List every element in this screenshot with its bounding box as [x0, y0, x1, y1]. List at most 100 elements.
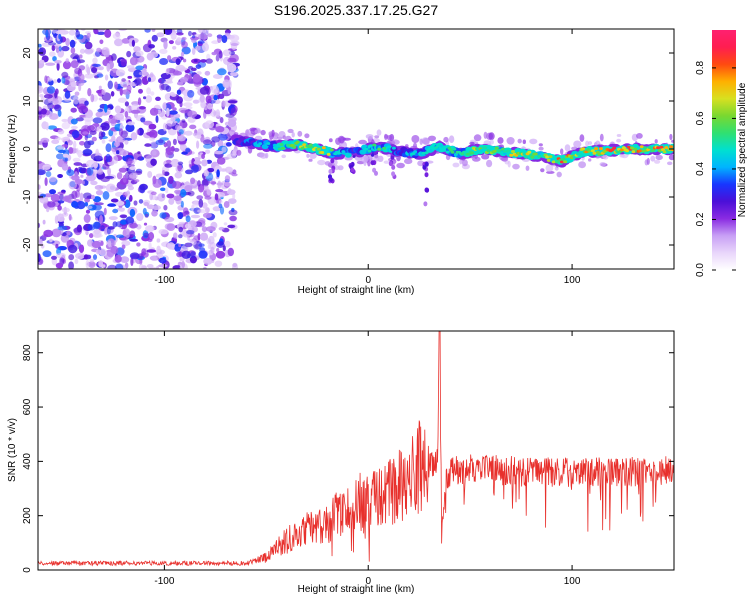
- y-tick-label: 0: [22, 146, 33, 152]
- spectrogram-xlabel: Height of straight line (km): [298, 285, 415, 296]
- noise-blob: [227, 100, 238, 104]
- noise-blob: [199, 94, 205, 103]
- noise-blob: [125, 216, 135, 225]
- noise-blob: [68, 254, 75, 261]
- noise-blob: [228, 198, 237, 205]
- noise-blob: [57, 191, 66, 195]
- noise-blob: [60, 137, 70, 142]
- noise-blob: [119, 214, 128, 218]
- ridge-halo: [268, 131, 273, 137]
- noise-blob: [180, 109, 190, 114]
- noise-blob: [61, 71, 69, 78]
- noise-blob: [187, 110, 198, 118]
- noise-blob: [86, 32, 91, 39]
- noise-blob: [174, 189, 182, 194]
- ridge-halo: [655, 154, 663, 161]
- noise-blob: [79, 48, 86, 54]
- noise-blob: [148, 44, 155, 49]
- ridge-halo: [328, 138, 333, 143]
- ridge-cell: [662, 150, 667, 154]
- noise-blob: [144, 143, 152, 147]
- noise-blob: [219, 206, 225, 215]
- noise-blob: [74, 258, 79, 265]
- noise-blob: [218, 226, 225, 231]
- ridge-halo: [254, 129, 261, 134]
- noise-blob: [155, 96, 161, 102]
- noise-blob: [120, 219, 128, 225]
- x-tick-label: 100: [564, 576, 581, 587]
- noise-blob: [96, 126, 102, 132]
- noise-blob: [163, 204, 168, 211]
- noise-blob: [180, 200, 184, 208]
- noise-blob: [211, 51, 217, 56]
- noise-blob: [87, 125, 95, 131]
- noise-blob: [84, 73, 94, 79]
- noise-blob: [99, 215, 103, 224]
- noise-blob: [156, 32, 165, 38]
- noise-blob: [158, 257, 167, 264]
- ridge-halo: [383, 160, 390, 164]
- noise-blob: [219, 117, 224, 124]
- ridge-halo: [308, 158, 313, 162]
- noise-blob: [56, 62, 60, 71]
- noise-blob: [145, 225, 155, 233]
- noise-blob: [196, 195, 204, 200]
- noise-blob: [129, 56, 138, 66]
- noise-blob: [92, 57, 98, 64]
- noise-blob: [114, 113, 125, 121]
- ridge-cell: [631, 150, 636, 154]
- noise-blob: [90, 180, 98, 186]
- ridge-halo: [481, 154, 490, 160]
- noise-blob: [136, 213, 144, 221]
- noise-blob: [232, 169, 237, 175]
- noise-blob: [110, 91, 115, 97]
- noise-blob: [203, 143, 213, 149]
- noise-blob: [68, 180, 78, 190]
- noise-blob: [118, 167, 127, 173]
- ridge-halo: [667, 161, 673, 166]
- ridge-halo: [564, 144, 571, 152]
- noise-blob: [172, 181, 182, 189]
- noise-blob: [223, 222, 228, 226]
- noise-blob: [84, 48, 94, 55]
- noise-blob: [56, 146, 66, 150]
- noise-blob: [163, 29, 173, 35]
- noise-blob: [57, 149, 66, 154]
- ridge-cell: [551, 160, 556, 164]
- noise-blob: [111, 135, 116, 142]
- noise-blob: [178, 243, 182, 248]
- noise-blob: [227, 63, 237, 73]
- noise-blob: [146, 87, 152, 95]
- noise-blob: [52, 56, 57, 62]
- noise-blob: [165, 68, 170, 75]
- ridge-halo: [529, 138, 538, 145]
- noise-blob: [189, 124, 197, 130]
- y-tick-label: -10: [22, 189, 33, 204]
- noise-blob: [217, 241, 224, 246]
- noise-blob: [227, 57, 237, 63]
- noise-blob: [151, 150, 157, 156]
- ridge-cell: [391, 146, 396, 150]
- noise-blob: [219, 200, 223, 204]
- noise-blob: [212, 206, 221, 212]
- ridge-cell: [279, 143, 284, 146]
- ridge-spur: [391, 164, 396, 170]
- spectrogram-x-ticks: -100 0 100: [154, 29, 581, 286]
- noise-blob: [203, 169, 209, 177]
- noise-blob: [159, 212, 167, 219]
- noise-blob: [170, 117, 176, 122]
- noise-blob: [178, 234, 183, 239]
- noise-blob: [93, 155, 103, 162]
- noise-blob: [149, 72, 154, 78]
- noise-blob: [85, 175, 96, 182]
- noise-blob: [224, 182, 232, 187]
- noise-blob: [202, 212, 212, 218]
- noise-blob: [192, 132, 198, 137]
- noise-blob: [144, 29, 151, 33]
- noise-blob: [211, 40, 220, 45]
- ridge-halo: [422, 138, 430, 145]
- ridge-cell: [321, 146, 326, 150]
- noise-blob: [75, 117, 85, 122]
- noise-blob: [112, 33, 121, 40]
- noise-blob: [127, 121, 135, 126]
